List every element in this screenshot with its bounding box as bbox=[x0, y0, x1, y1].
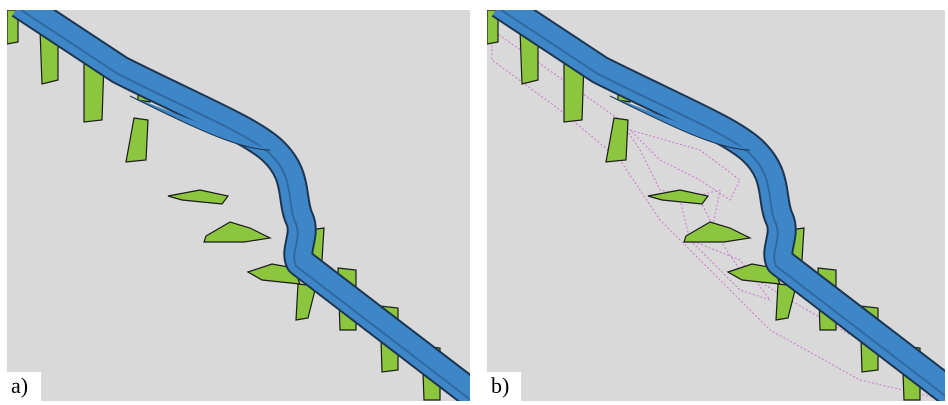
panel-label: a) bbox=[11, 373, 28, 398]
panel-label: b) bbox=[491, 373, 509, 398]
figure: a) b) bbox=[0, 0, 948, 405]
